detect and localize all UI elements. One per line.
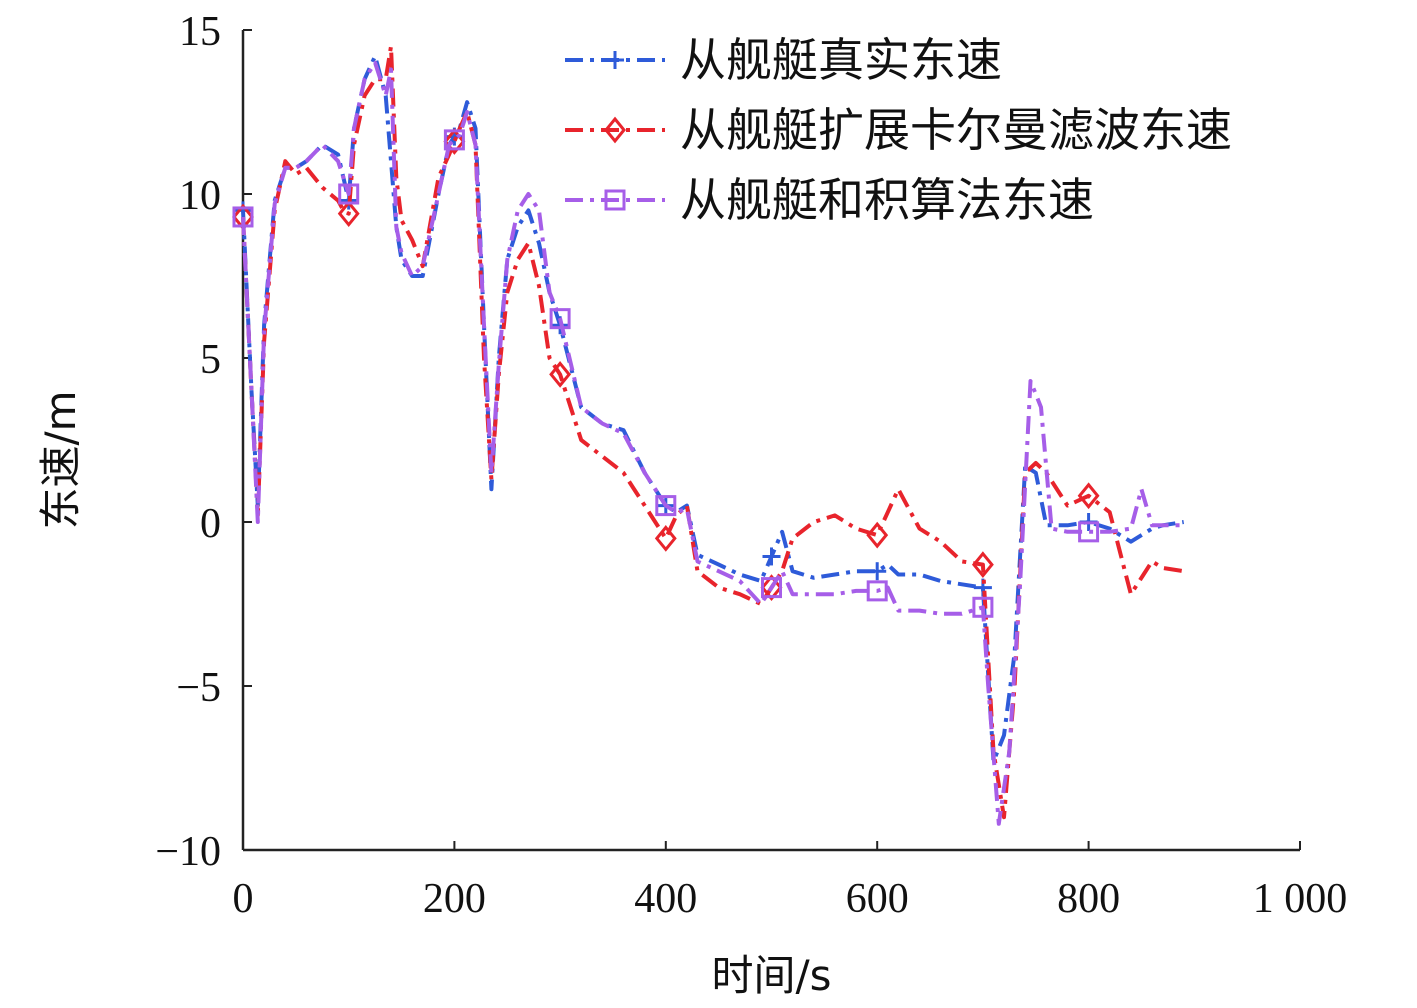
x-tick-label: 400 bbox=[634, 876, 697, 922]
y-tick-label: 5 bbox=[200, 337, 221, 383]
diamond-marker bbox=[654, 525, 677, 552]
y-tick-label: 0 bbox=[200, 501, 221, 547]
diamond-marker bbox=[443, 128, 466, 155]
plus-marker bbox=[868, 562, 887, 581]
series-group bbox=[232, 44, 1185, 820]
plus-marker bbox=[762, 547, 781, 566]
series-line bbox=[241, 60, 1184, 826]
legend-label: 从舰艇真实东速 bbox=[680, 33, 1002, 87]
x-axis-title: 时间/s bbox=[711, 951, 831, 1000]
legend-item: 从舰艇真实东速 bbox=[565, 33, 1002, 87]
square-marker bbox=[972, 596, 994, 618]
axes bbox=[241, 30, 1300, 852]
square-marker bbox=[443, 129, 465, 151]
x-tick-label: 0 bbox=[233, 876, 254, 922]
y-tick-label: −10 bbox=[155, 829, 221, 875]
square-marker bbox=[338, 183, 360, 205]
square-marker bbox=[1078, 521, 1100, 543]
series-group bbox=[232, 60, 1184, 826]
diamond-marker bbox=[866, 521, 889, 549]
legend-label: 从舰艇扩展卡尔曼滤波东速 bbox=[680, 103, 1232, 157]
legend-label: 从舰艇和积算法东速 bbox=[680, 173, 1094, 227]
x-tick-label: 800 bbox=[1057, 876, 1120, 922]
legend-item: 从舰艇和积算法东速 bbox=[565, 173, 1094, 227]
square-marker bbox=[866, 580, 888, 602]
y-axis-title: 东速/m bbox=[36, 390, 85, 529]
y-tick-label: 10 bbox=[179, 173, 221, 219]
ticks: 0 200 400 600 800 1 000 −10 −5 0 5 10 15 bbox=[155, 9, 1347, 922]
diamond-marker bbox=[1077, 482, 1100, 510]
x-tick-label: 200 bbox=[423, 876, 486, 922]
series-lines bbox=[232, 44, 1185, 826]
square-marker bbox=[655, 495, 677, 517]
diamond-marker bbox=[760, 574, 783, 601]
x-tick-label: 600 bbox=[846, 876, 909, 922]
y-tick-label: 15 bbox=[179, 9, 221, 55]
diamond-marker bbox=[971, 551, 994, 579]
square-marker bbox=[761, 577, 782, 599]
x-tick-label: 1 000 bbox=[1253, 876, 1348, 922]
diamond-marker bbox=[337, 200, 360, 228]
diamond-marker bbox=[604, 116, 626, 144]
square-marker bbox=[232, 206, 254, 228]
y-tick-label: −5 bbox=[176, 665, 221, 711]
diamond-marker bbox=[549, 361, 572, 388]
plus-marker bbox=[606, 51, 624, 69]
square-marker bbox=[549, 308, 571, 330]
square-marker bbox=[604, 189, 626, 211]
legend-item: 从舰艇扩展卡尔曼滤波东速 bbox=[565, 103, 1232, 157]
series-line bbox=[241, 44, 1185, 820]
